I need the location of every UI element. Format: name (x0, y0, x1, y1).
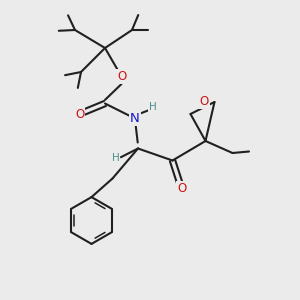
Text: O: O (117, 70, 126, 83)
Text: N: N (130, 112, 140, 125)
Text: O: O (177, 182, 186, 195)
Text: O: O (75, 107, 84, 121)
Text: O: O (200, 95, 208, 108)
Text: H: H (149, 101, 157, 112)
Text: H: H (112, 153, 119, 164)
